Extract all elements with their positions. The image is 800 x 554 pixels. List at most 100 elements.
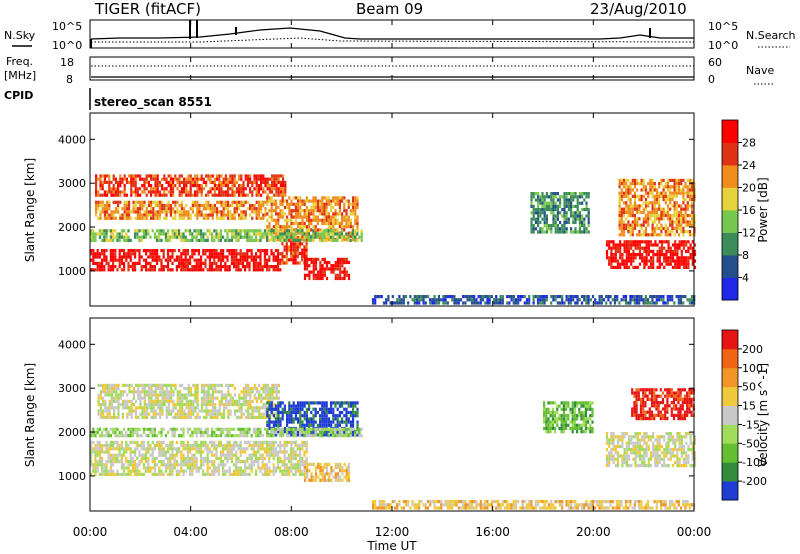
power-cell [669,259,672,263]
power-cell [244,255,247,259]
power-cell [160,249,163,253]
power-cell [308,209,311,213]
power-cell [618,182,621,186]
power-cell [610,253,613,257]
velocity-cell [143,393,146,397]
power-cell [242,184,245,188]
power-cell [140,238,143,242]
velocity-cell [196,399,199,403]
power-cell [543,298,546,302]
velocity-cell [90,450,93,454]
power-cell [640,210,643,214]
power-cell [341,276,344,281]
power-cell [202,180,205,184]
power-cell [343,218,346,222]
power-cell [316,228,319,232]
velocity-cell [319,462,322,466]
power-cell [272,265,275,269]
power-cell [266,212,269,216]
power-cell [242,216,245,220]
power-cell [299,209,302,213]
power-cell [260,193,263,197]
power-cell [266,225,269,229]
power-cell [103,229,106,233]
velocity-cell [145,383,149,387]
power-cell [158,268,161,272]
power-cell [150,187,153,191]
power-cell [618,220,621,224]
power-cell [208,232,211,236]
power-cell [561,195,564,199]
power-cell [253,180,256,184]
velocity-cell [230,472,233,476]
velocity-cell [345,469,348,473]
power-cell [618,194,621,198]
power-cell [352,237,355,242]
power-cell [587,192,590,196]
power-cell [274,235,277,239]
velocity-cell [211,472,214,476]
power-cell [233,177,236,181]
velocity-cell [173,460,176,464]
velocity-cell [159,399,162,403]
power-cell [521,295,524,299]
power-cell [321,257,324,261]
power-cell [220,210,223,214]
velocity-cell [178,463,181,467]
velocity-cell [106,412,109,416]
power-cell [216,200,219,204]
velocity-cell [317,462,320,466]
power-cell [636,194,639,198]
power-cell [271,184,274,188]
power-cell [169,268,172,272]
velocity-cell [244,409,248,413]
velocity-cell [233,444,236,448]
power-cell [129,238,132,242]
power-cell [543,214,546,218]
power-cell [323,257,326,261]
velocity-cell [117,403,120,407]
power-cell [314,235,317,239]
velocity-cell [106,406,109,410]
velocity-cell [248,440,251,444]
power-cell [323,202,326,206]
power-colorbar-tick: 12 [742,227,756,240]
velocity-cell [152,409,155,413]
power-cell [198,184,201,188]
power-cell [413,295,416,299]
power-cell [310,228,313,232]
power-cell [185,187,188,191]
velocity-cell [185,403,188,407]
power-cell [219,249,222,253]
power-cell [644,204,648,208]
power-cell [218,184,221,188]
power-cell [633,301,636,305]
power-cell [138,235,141,239]
power-cell [532,214,535,218]
power-cell [290,235,293,239]
velocity-cell [274,440,277,444]
power-cell [649,249,653,253]
power-cell [277,180,280,184]
power-cell [563,208,566,212]
power-cell [655,298,658,302]
velocity-cell [136,447,139,451]
velocity-cell [193,440,196,444]
power-cell [286,221,289,226]
velocity-cell [159,403,162,407]
power-cell [178,265,181,269]
power-cell [587,220,590,224]
power-cell [296,248,299,252]
power-cell [682,259,686,263]
velocity-cell [106,383,109,387]
power-cell [676,253,679,257]
power-cell [660,223,663,227]
power-cell [275,190,278,194]
power-cell [543,195,546,199]
velocity-cell [217,469,220,473]
power-cell [354,205,357,210]
power-cell [640,298,643,302]
velocity-cell [211,412,215,416]
power-cell [299,231,302,235]
